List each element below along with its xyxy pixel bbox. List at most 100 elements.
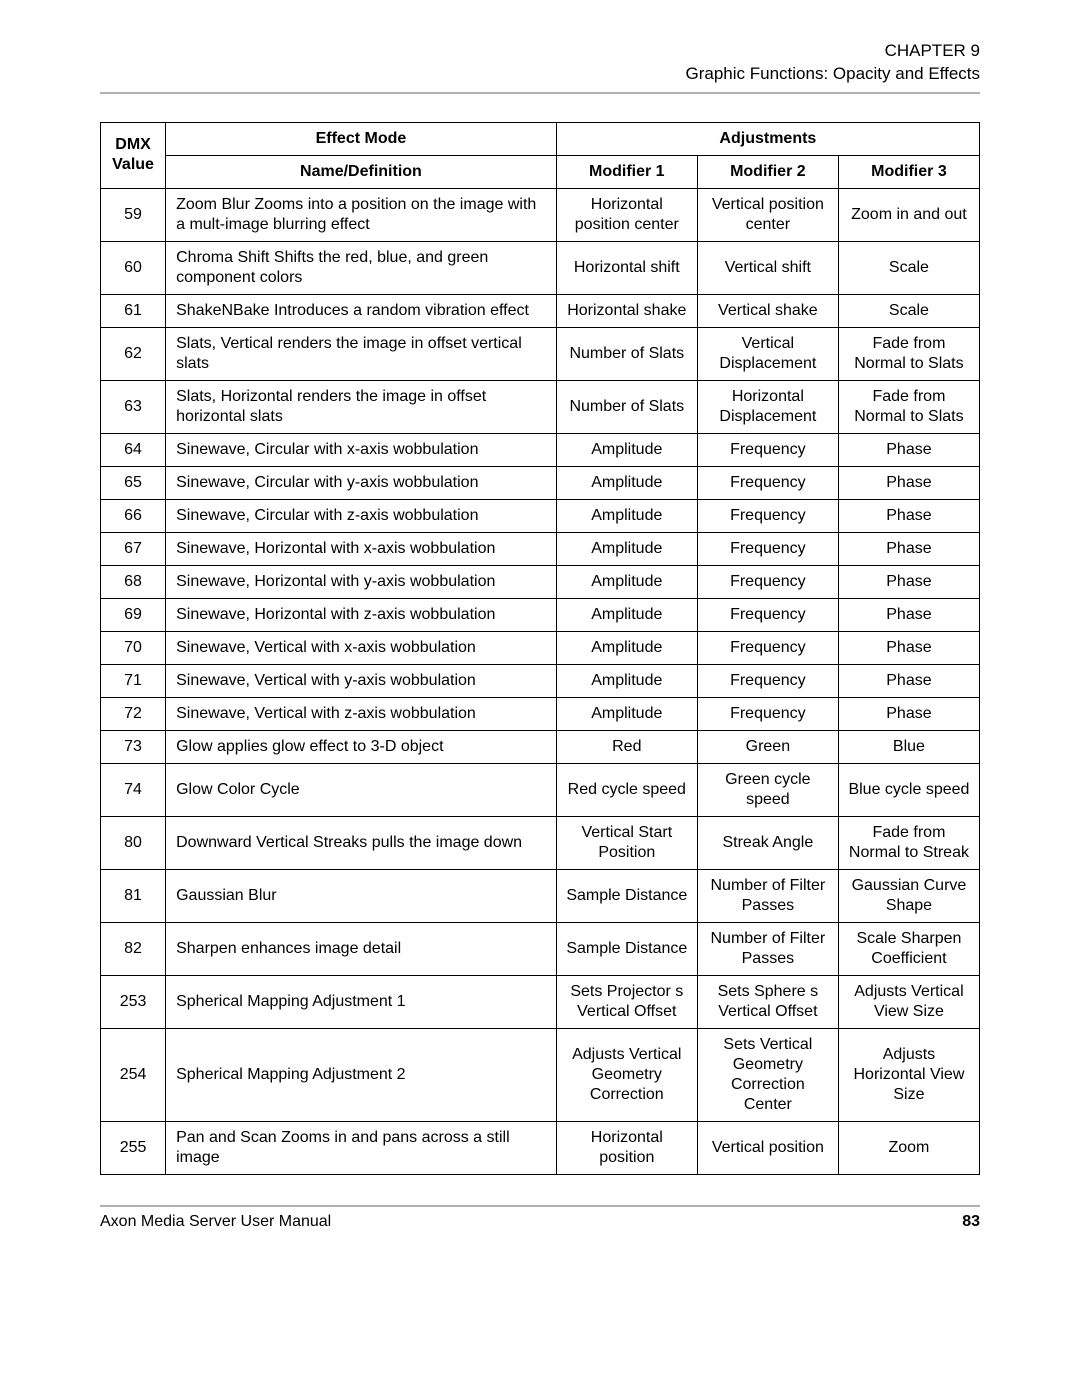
cell-modifier-3: Adjusts Horizontal View Size [838, 1028, 979, 1121]
cell-modifier-2: Frequency [697, 532, 838, 565]
chapter-label: CHAPTER 9 [100, 40, 980, 63]
col-adjustments: Adjustments [556, 122, 979, 155]
cell-name-definition: Slats, Vertical renders the image in off… [166, 327, 557, 380]
page: CHAPTER 9 Graphic Functions: Opacity and… [0, 0, 1080, 1261]
footer-manual-title: Axon Media Server User Manual [100, 1213, 331, 1231]
effects-table: DMX Value Effect Mode Adjustments Name/D… [100, 122, 980, 1175]
table-row: 74Glow Color CycleRed cycle speedGreen c… [101, 763, 980, 816]
table-row: 65Sinewave, Circular with y-axis wobbula… [101, 466, 980, 499]
cell-modifier-1: Red cycle speed [556, 763, 697, 816]
cell-modifier-2: Frequency [697, 697, 838, 730]
cell-name-definition: Chroma Shift Shifts the red, blue, and g… [166, 241, 557, 294]
cell-modifier-2: Number of Filter Passes [697, 869, 838, 922]
cell-modifier-2: Horizontal Displacement [697, 380, 838, 433]
footer-page-number: 83 [962, 1213, 980, 1231]
table-row: 61ShakeNBake Introduces a random vibrati… [101, 294, 980, 327]
table-body: 59Zoom Blur Zooms into a position on the… [101, 188, 980, 1174]
table-row: 255Pan and Scan Zooms in and pans across… [101, 1121, 980, 1174]
cell-dmx-value: 68 [101, 565, 166, 598]
cell-name-definition: Pan and Scan Zooms in and pans across a … [166, 1121, 557, 1174]
table-row: 69Sinewave, Horizontal with z-axis wobbu… [101, 598, 980, 631]
table-row: 80Downward Vertical Streaks pulls the im… [101, 816, 980, 869]
cell-name-definition: Glow Color Cycle [166, 763, 557, 816]
table-row: 254Spherical Mapping Adjustment 2Adjusts… [101, 1028, 980, 1121]
cell-modifier-3: Phase [838, 532, 979, 565]
cell-modifier-3: Phase [838, 565, 979, 598]
cell-dmx-value: 65 [101, 466, 166, 499]
cell-modifier-1: Adjusts Vertical Geometry Correction [556, 1028, 697, 1121]
cell-modifier-3: Phase [838, 631, 979, 664]
cell-modifier-2: Frequency [697, 631, 838, 664]
cell-modifier-1: Horizontal shift [556, 241, 697, 294]
cell-dmx-value: 66 [101, 499, 166, 532]
cell-name-definition: Zoom Blur Zooms into a position on the i… [166, 188, 557, 241]
cell-dmx-value: 81 [101, 869, 166, 922]
cell-modifier-1: Sample Distance [556, 922, 697, 975]
table-row: 62Slats, Vertical renders the image in o… [101, 327, 980, 380]
cell-modifier-2: Vertical position [697, 1121, 838, 1174]
cell-modifier-1: Horizontal position center [556, 188, 697, 241]
cell-modifier-2: Green [697, 730, 838, 763]
cell-modifier-1: Vertical Start Position [556, 816, 697, 869]
cell-modifier-3: Zoom [838, 1121, 979, 1174]
cell-dmx-value: 72 [101, 697, 166, 730]
cell-modifier-1: Amplitude [556, 664, 697, 697]
cell-modifier-3: Phase [838, 664, 979, 697]
table-head: DMX Value Effect Mode Adjustments Name/D… [101, 122, 980, 188]
table-row: 68Sinewave, Horizontal with y-axis wobbu… [101, 565, 980, 598]
cell-modifier-3: Adjusts Vertical View Size [838, 975, 979, 1028]
cell-modifier-1: Amplitude [556, 697, 697, 730]
col-dmx-value: DMX Value [101, 122, 166, 188]
cell-name-definition: Spherical Mapping Adjustment 1 [166, 975, 557, 1028]
table-row: 66Sinewave, Circular with z-axis wobbula… [101, 499, 980, 532]
cell-dmx-value: 255 [101, 1121, 166, 1174]
cell-modifier-3: Phase [838, 499, 979, 532]
cell-modifier-1: Number of Slats [556, 327, 697, 380]
cell-dmx-value: 74 [101, 763, 166, 816]
cell-modifier-3: Blue cycle speed [838, 763, 979, 816]
cell-modifier-2: Frequency [697, 499, 838, 532]
cell-modifier-2: Sets Sphere s Vertical Offset [697, 975, 838, 1028]
cell-modifier-2: Frequency [697, 433, 838, 466]
cell-modifier-2: Frequency [697, 664, 838, 697]
cell-name-definition: Sinewave, Vertical with z-axis wobbulati… [166, 697, 557, 730]
cell-modifier-1: Number of Slats [556, 380, 697, 433]
table-row: 64Sinewave, Circular with x-axis wobbula… [101, 433, 980, 466]
cell-dmx-value: 80 [101, 816, 166, 869]
cell-modifier-3: Phase [838, 697, 979, 730]
cell-dmx-value: 64 [101, 433, 166, 466]
col-name-definition: Name/Definition [166, 155, 557, 188]
cell-modifier-2: Frequency [697, 598, 838, 631]
cell-dmx-value: 63 [101, 380, 166, 433]
cell-dmx-value: 69 [101, 598, 166, 631]
cell-modifier-3: Phase [838, 598, 979, 631]
col-modifier-2: Modifier 2 [697, 155, 838, 188]
cell-name-definition: Sinewave, Horizontal with z-axis wobbula… [166, 598, 557, 631]
table-row: 67Sinewave, Horizontal with x-axis wobbu… [101, 532, 980, 565]
cell-modifier-1: Amplitude [556, 466, 697, 499]
cell-dmx-value: 253 [101, 975, 166, 1028]
cell-modifier-2: Frequency [697, 466, 838, 499]
cell-name-definition: Downward Vertical Streaks pulls the imag… [166, 816, 557, 869]
cell-dmx-value: 70 [101, 631, 166, 664]
table-row: 73Glow applies glow effect to 3-D object… [101, 730, 980, 763]
cell-modifier-3: Scale Sharpen Coefficient [838, 922, 979, 975]
cell-modifier-3: Blue [838, 730, 979, 763]
cell-modifier-2: Vertical Displacement [697, 327, 838, 380]
table-row: 60Chroma Shift Shifts the red, blue, and… [101, 241, 980, 294]
cell-modifier-3: Phase [838, 433, 979, 466]
cell-name-definition: Sinewave, Vertical with y-axis wobbulati… [166, 664, 557, 697]
cell-modifier-2: Vertical shake [697, 294, 838, 327]
table-row: 81Gaussian BlurSample DistanceNumber of … [101, 869, 980, 922]
cell-modifier-1: Horizontal shake [556, 294, 697, 327]
cell-name-definition: Sinewave, Horizontal with x-axis wobbula… [166, 532, 557, 565]
cell-dmx-value: 71 [101, 664, 166, 697]
cell-dmx-value: 73 [101, 730, 166, 763]
cell-dmx-value: 61 [101, 294, 166, 327]
table-row: 82Sharpen enhances image detailSample Di… [101, 922, 980, 975]
col-effect-mode: Effect Mode [166, 122, 557, 155]
cell-name-definition: Sharpen enhances image detail [166, 922, 557, 975]
cell-modifier-3: Phase [838, 466, 979, 499]
cell-modifier-1: Amplitude [556, 532, 697, 565]
cell-modifier-1: Amplitude [556, 499, 697, 532]
